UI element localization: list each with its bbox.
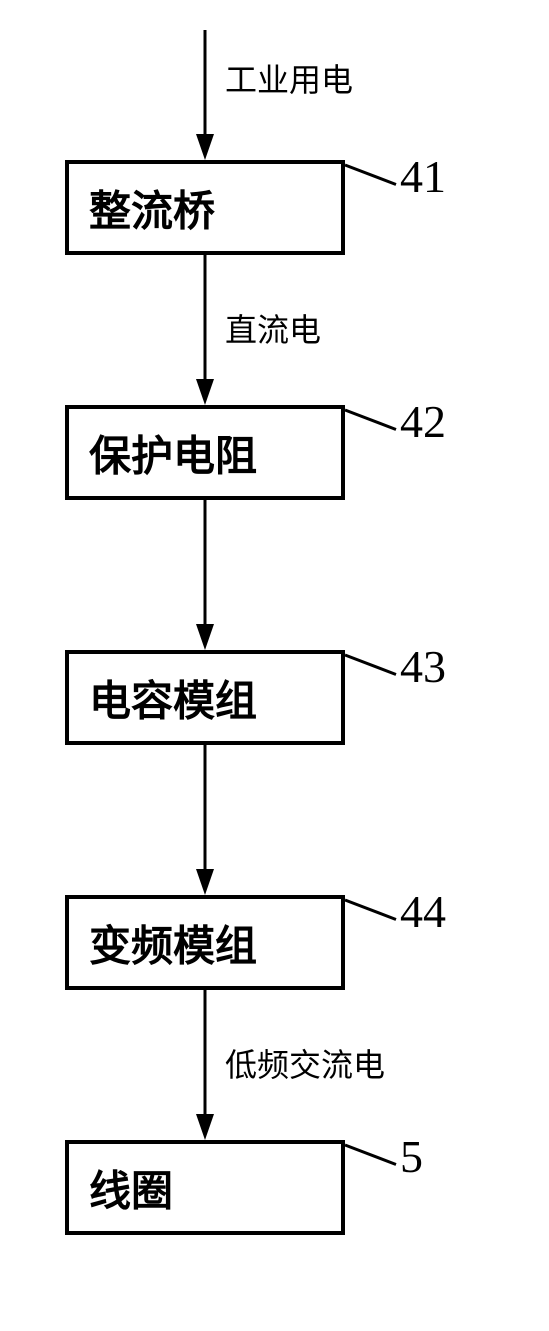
flow-label: 工业用电 — [225, 55, 353, 101]
ref-number: 41 — [400, 150, 446, 203]
block-n41: 整流桥 — [65, 160, 345, 255]
ref-number: 42 — [400, 395, 446, 448]
block-label: 保护电阻 — [89, 422, 257, 483]
leader-line — [345, 655, 398, 677]
block-n44: 变频模组 — [65, 895, 345, 990]
flow-arrow — [185, 500, 225, 650]
flow-arrow — [185, 255, 225, 405]
ref-number: 5 — [400, 1130, 423, 1183]
leader-line — [345, 1145, 398, 1167]
block-label: 整流桥 — [89, 177, 215, 238]
block-n5: 线圈 — [65, 1140, 345, 1235]
ref-number: 43 — [400, 640, 446, 693]
block-label: 变频模组 — [89, 912, 257, 973]
diagram-canvas: 工业用电直流电低频交流电 整流桥 41 保护电阻 42 电容模组 43 变频模组 44 线圈 5 — [0, 0, 549, 1331]
leader-line — [345, 165, 398, 187]
flow-label: 直流电 — [225, 305, 321, 351]
leader-line — [345, 900, 398, 922]
flow-arrow — [185, 745, 225, 895]
flow-arrow — [185, 30, 225, 160]
block-n43: 电容模组 — [65, 650, 345, 745]
block-label: 电容模组 — [89, 667, 257, 728]
block-label: 线圈 — [89, 1157, 173, 1218]
flow-arrow — [185, 990, 225, 1140]
block-n42: 保护电阻 — [65, 405, 345, 500]
ref-number: 44 — [400, 885, 446, 938]
flow-label: 低频交流电 — [225, 1040, 385, 1086]
leader-line — [345, 410, 398, 432]
